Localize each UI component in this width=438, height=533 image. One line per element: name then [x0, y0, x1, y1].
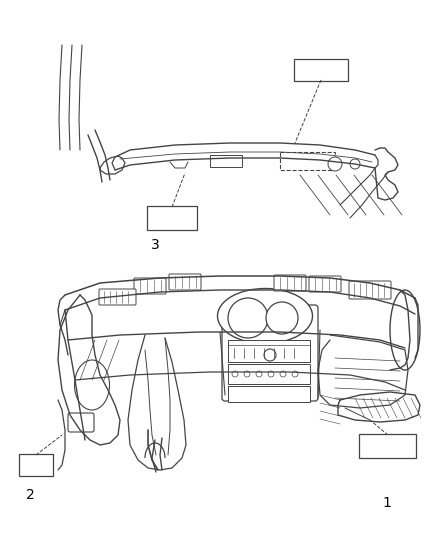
FancyBboxPatch shape [274, 275, 306, 291]
Bar [228, 364, 310, 384]
FancyBboxPatch shape [222, 305, 318, 401]
FancyBboxPatch shape [349, 281, 391, 299]
Ellipse shape [218, 288, 312, 343]
Circle shape [266, 302, 298, 334]
Bar [280, 152, 335, 170]
Circle shape [228, 298, 268, 338]
FancyBboxPatch shape [169, 274, 201, 290]
Bar [228, 340, 310, 362]
FancyBboxPatch shape [309, 276, 341, 292]
FancyBboxPatch shape [147, 206, 197, 230]
FancyBboxPatch shape [19, 454, 53, 476]
FancyBboxPatch shape [134, 278, 166, 294]
Text: 3: 3 [151, 238, 159, 252]
Text: 1: 1 [382, 496, 392, 510]
Bar [228, 386, 310, 402]
FancyBboxPatch shape [68, 413, 94, 432]
Circle shape [350, 159, 360, 169]
Circle shape [328, 157, 342, 171]
FancyBboxPatch shape [99, 289, 136, 305]
Text: 2: 2 [26, 488, 34, 502]
FancyBboxPatch shape [294, 59, 348, 81]
FancyBboxPatch shape [359, 434, 416, 458]
Ellipse shape [74, 360, 110, 410]
Circle shape [264, 349, 276, 361]
Ellipse shape [390, 290, 420, 370]
Bar [210, 155, 242, 167]
